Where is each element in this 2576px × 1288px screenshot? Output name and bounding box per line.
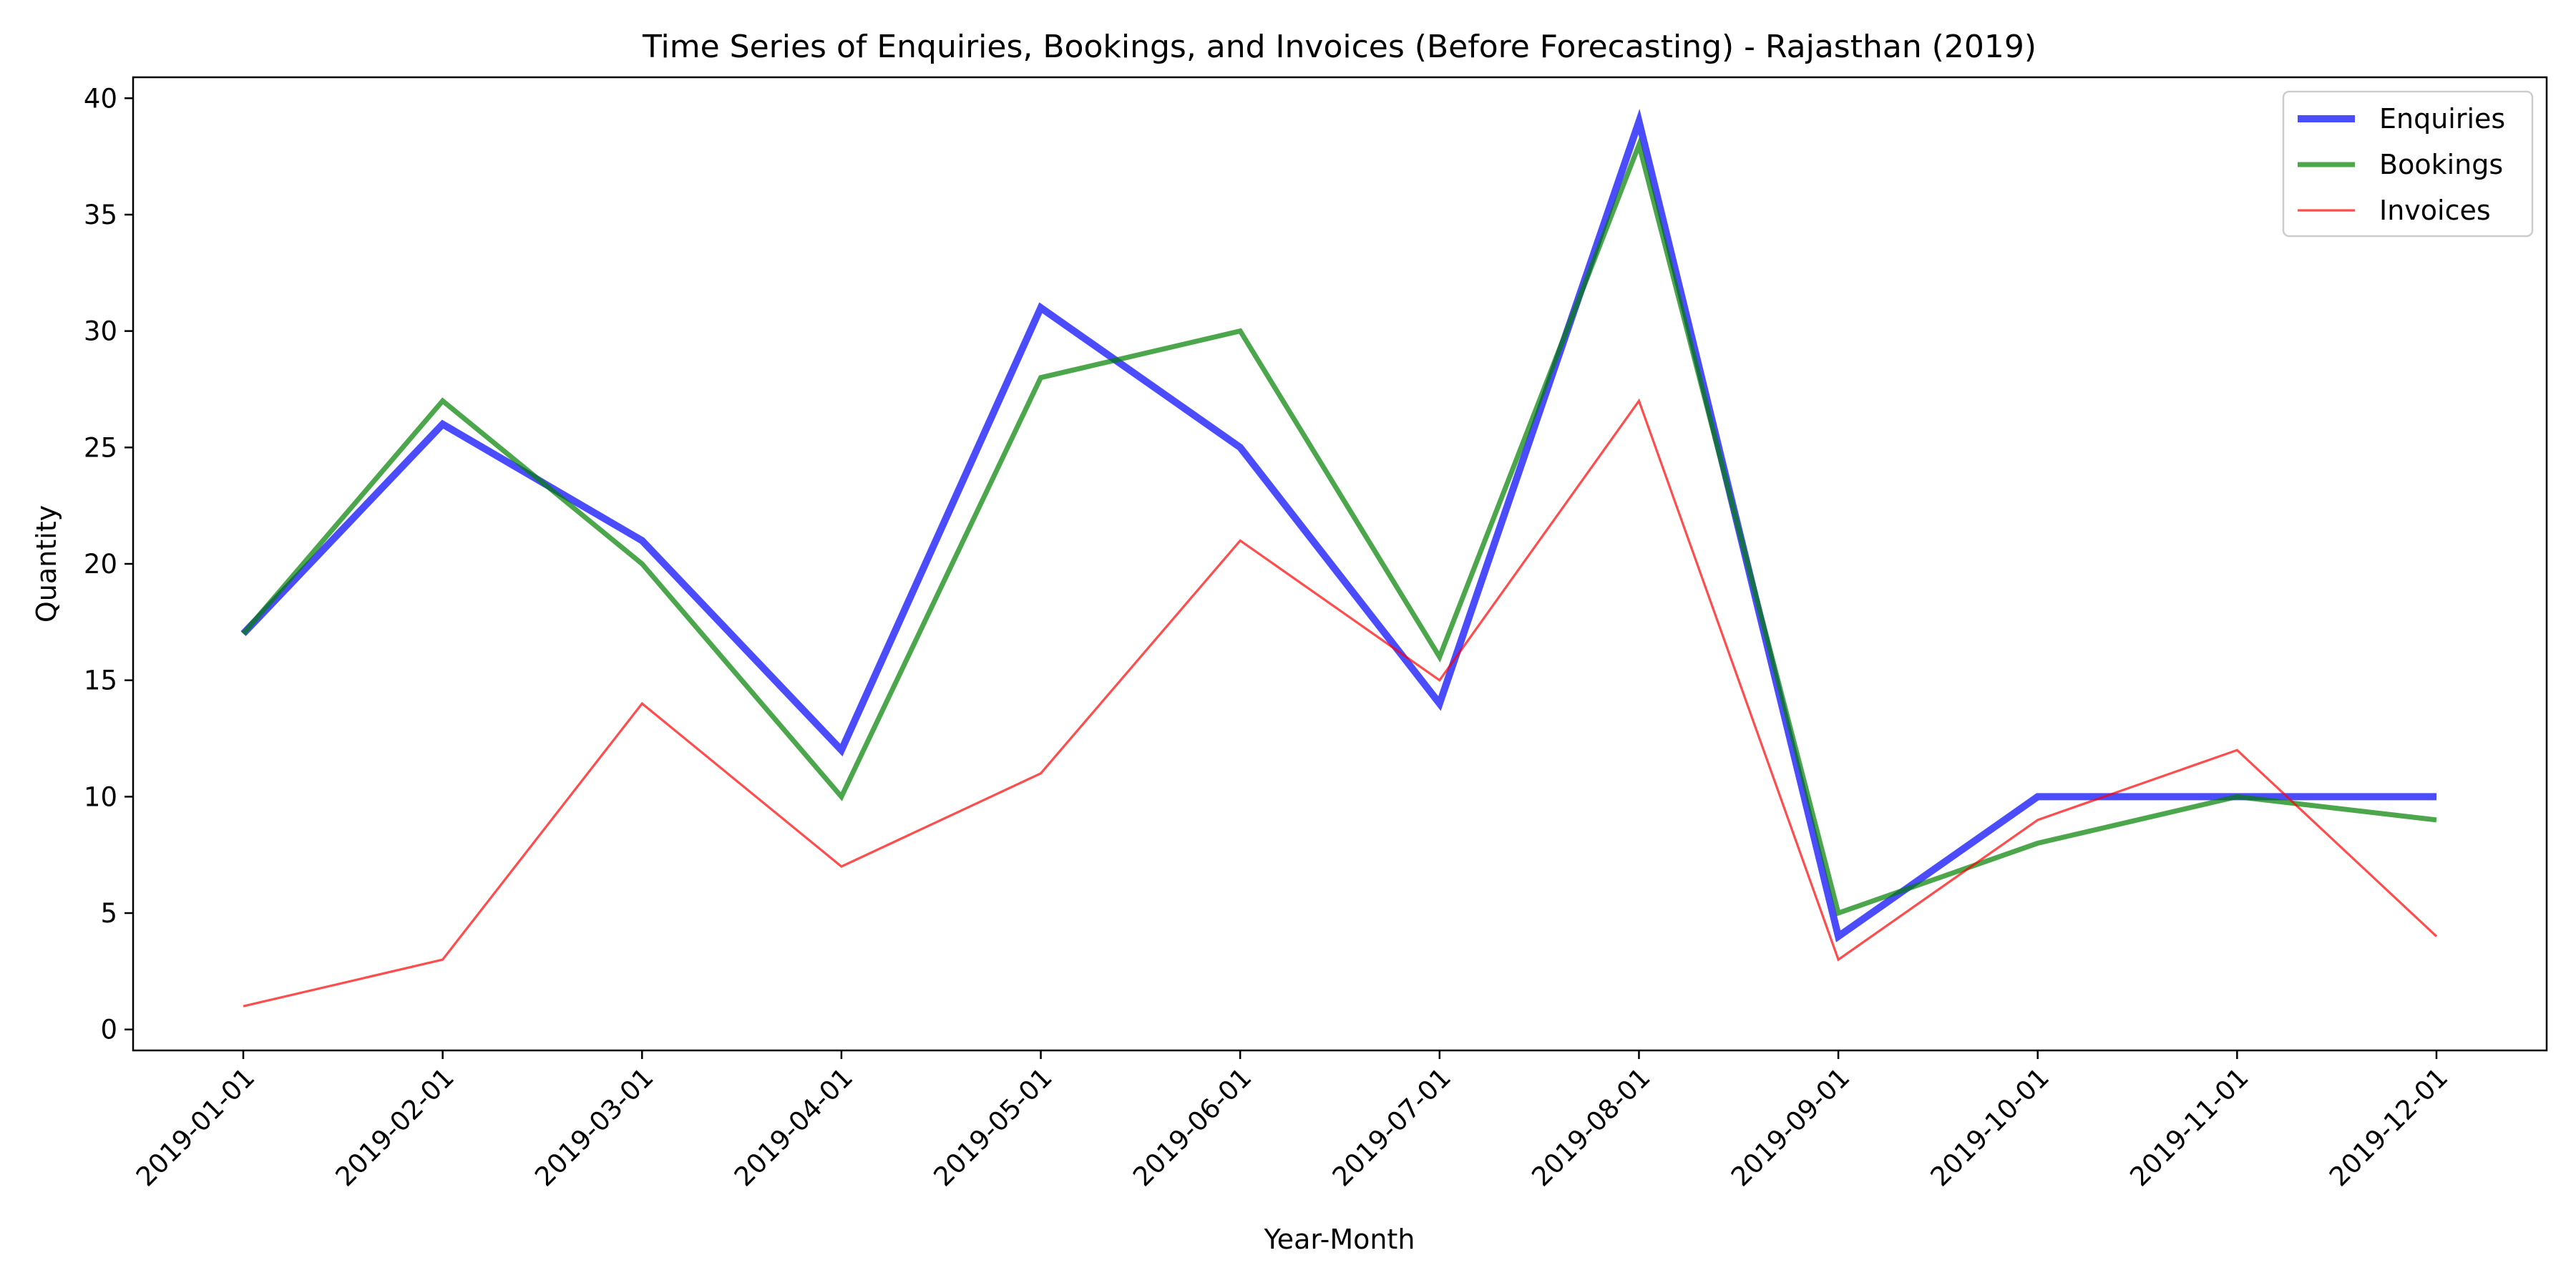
y-tick-label: 0 (100, 1015, 117, 1045)
x-tick-label: 2019-08-01 (1526, 1062, 1656, 1192)
series-line-invoices (243, 398, 2438, 1008)
legend-label-enquiries: Enquiries (2379, 103, 2505, 135)
x-tick-label: 2019-09-01 (1725, 1062, 1855, 1192)
legend: Enquiries Bookings Invoices (2282, 90, 2534, 238)
y-tick-label: 15 (84, 665, 117, 696)
series-lines (240, 109, 2438, 1008)
chart-title: Time Series of Enquiries, Bookings, and … (642, 29, 2036, 65)
x-tick-label: 2019-07-01 (1327, 1062, 1457, 1192)
y-tick-label: 10 (84, 781, 117, 812)
y-tick-label: 35 (84, 200, 117, 230)
y-axis-label: Quantity (31, 505, 62, 623)
x-tick-label: 2019-03-01 (529, 1062, 659, 1192)
plot-area (132, 76, 2548, 1052)
x-tick-label: 2019-06-01 (1127, 1062, 1257, 1192)
x-tick-label: 2019-01-01 (130, 1062, 260, 1192)
x-tick-label: 2019-04-01 (728, 1062, 859, 1192)
series-line-bookings (241, 137, 2437, 917)
legend-box (2282, 90, 2534, 238)
x-axis-label: Year-Month (1264, 1224, 1415, 1255)
x-tick-label: 2019-05-01 (927, 1062, 1058, 1192)
legend-label-invoices: Invoices (2379, 195, 2491, 226)
x-tick-label: 2019-10-01 (1925, 1062, 2055, 1192)
y-tick-label: 5 (100, 898, 117, 929)
x-axis-ticks: 2019-01-01 2019-02-01 2019-03-01 2019-04-01… (130, 1050, 2454, 1192)
x-tick-label: 2019-11-01 (2124, 1062, 2254, 1192)
y-tick-label: 40 (84, 83, 117, 114)
y-tick-label: 30 (84, 316, 117, 347)
legend-label-bookings: Bookings (2379, 149, 2503, 180)
y-tick-label: 20 (84, 549, 117, 580)
y-tick-label: 25 (84, 432, 117, 463)
series-line-enquiries (240, 109, 2436, 942)
x-tick-label: 2019-12-01 (2323, 1062, 2454, 1192)
y-axis-ticks: 0 5 10 15 20 25 30 35 40 (84, 83, 133, 1045)
x-tick-label: 2019-02-01 (330, 1062, 460, 1192)
